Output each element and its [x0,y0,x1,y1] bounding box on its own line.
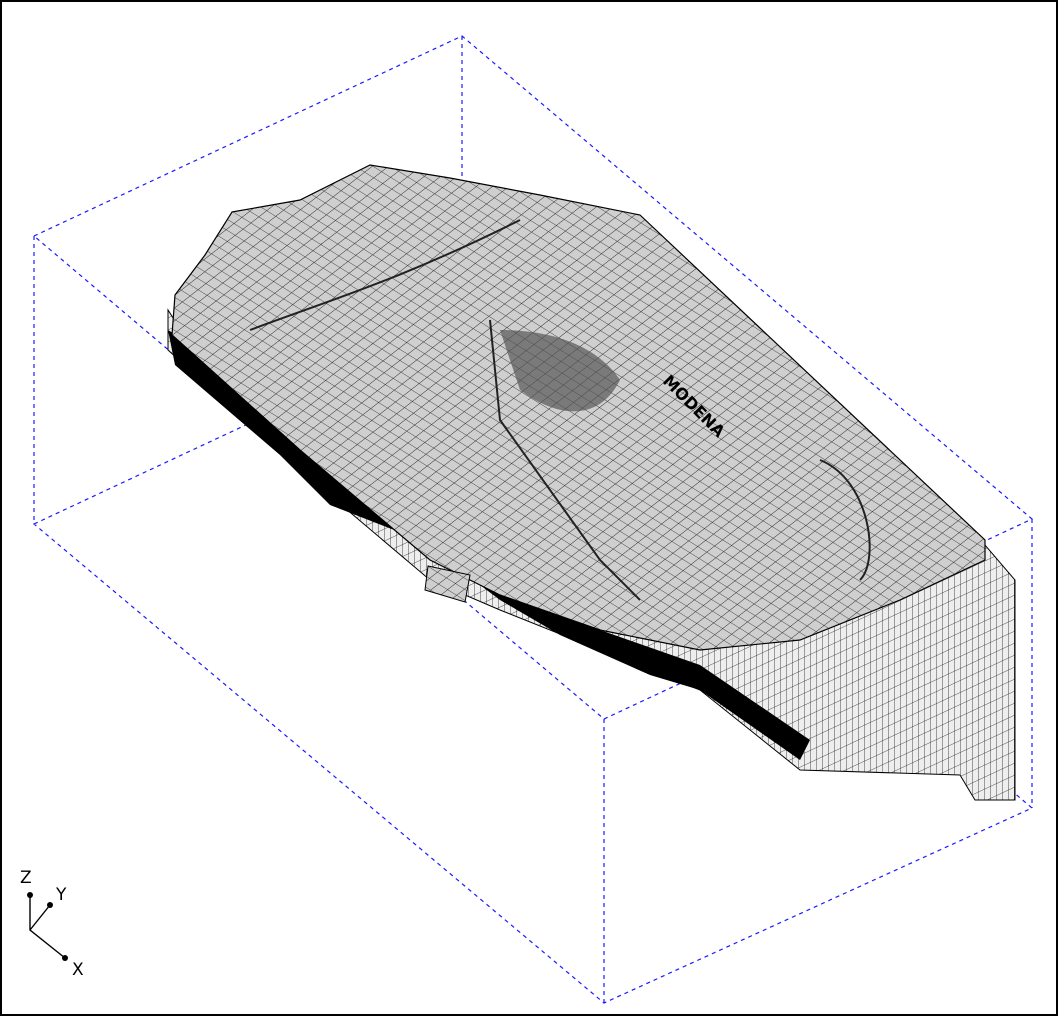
ucs-x-label: X [72,960,84,980]
terrain-mesh: MODENA [167,164,1016,801]
ucs-y-label: Y [55,885,67,905]
ucs-z-label: Z [20,868,32,888]
ucs-icon: Z Y X [20,868,84,980]
